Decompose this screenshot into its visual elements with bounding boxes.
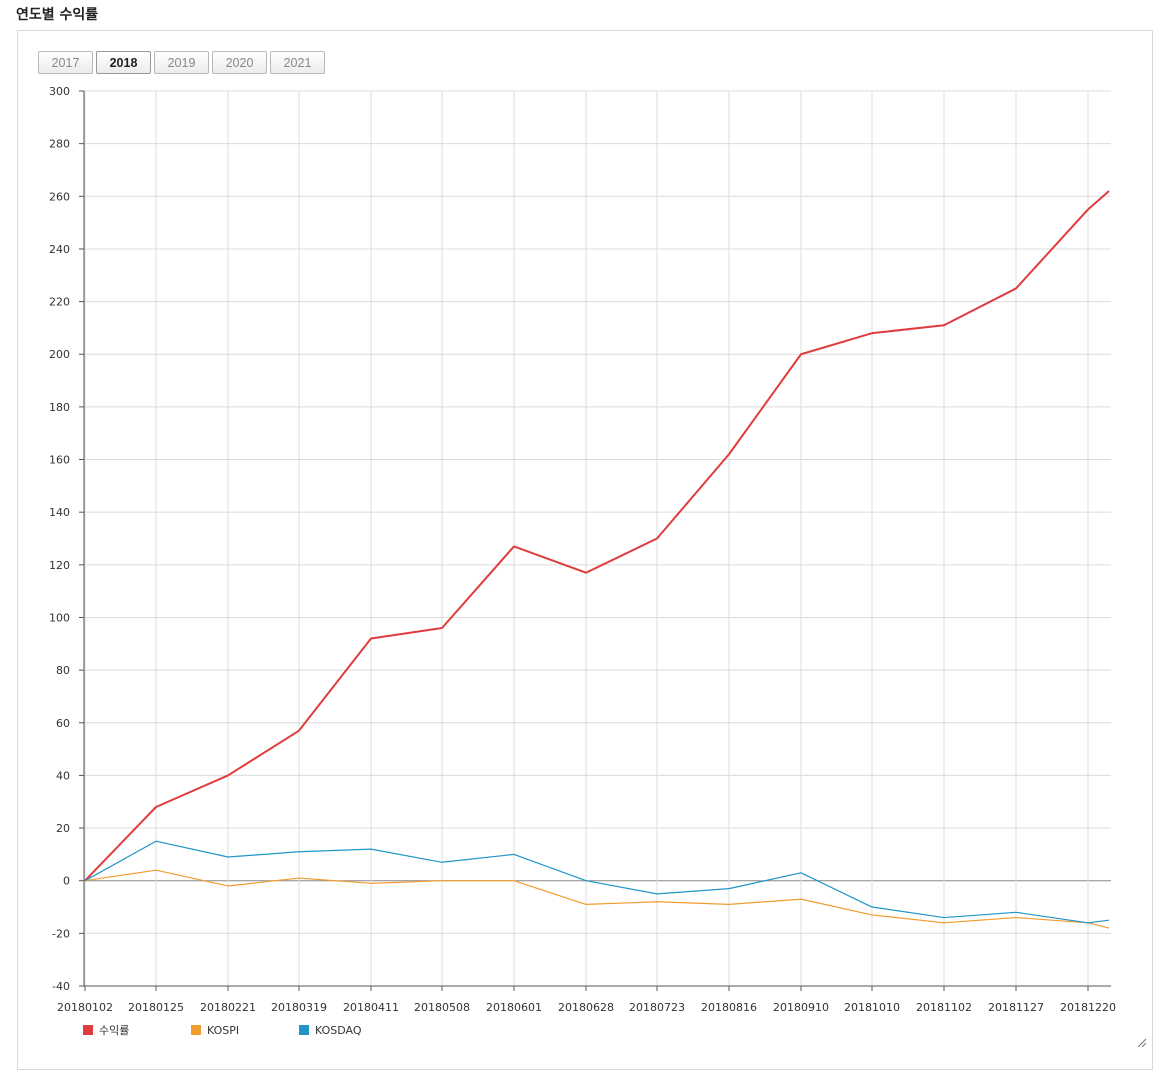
y-tick-label: 40 <box>56 769 70 782</box>
x-tick-label: 20180125 <box>128 1001 184 1014</box>
page-title: 연도별 수익률 <box>16 7 99 23</box>
legend-label: KOSDAQ <box>315 1024 362 1037</box>
x-tick-label: 20180508 <box>414 1001 470 1014</box>
y-tick-label: 260 <box>49 190 70 203</box>
resize-grip-icon[interactable] <box>1136 1037 1146 1047</box>
chart-panel: 2017 2018 2019 2020 2021 <box>17 30 1153 1070</box>
legend-swatch <box>83 1025 93 1035</box>
year-tab-2021[interactable]: 2021 <box>270 51 325 74</box>
legend-label: 수익률 <box>99 1024 129 1037</box>
x-tick-label: 20180221 <box>200 1001 256 1014</box>
series-line-return <box>84 190 1110 882</box>
y-tick-label: 20 <box>56 822 70 835</box>
x-tick-label: 20181010 <box>844 1001 900 1014</box>
x-tick-label: 20180816 <box>701 1001 757 1014</box>
y-tick-label: 60 <box>56 717 70 730</box>
y-tick-label: -20 <box>52 927 70 940</box>
y-tick-label: 280 <box>49 138 70 151</box>
x-tick-label: 20181220 <box>1060 1001 1116 1014</box>
y-tick-label: 180 <box>49 401 70 414</box>
x-tick-label: 20180601 <box>486 1001 542 1014</box>
year-tabs: 2017 2018 2019 2020 2021 <box>38 51 325 74</box>
legend-swatch <box>191 1025 201 1035</box>
x-tick-label: 20180723 <box>629 1001 685 1014</box>
legend-swatch <box>299 1025 309 1035</box>
y-tick-label: -40 <box>52 980 70 993</box>
x-tick-label: 20180628 <box>558 1001 614 1014</box>
y-tick-label: 160 <box>49 454 70 467</box>
x-tick-label: 20181102 <box>916 1001 972 1014</box>
series-line-kospi <box>84 869 1110 929</box>
year-tab-2017[interactable]: 2017 <box>38 51 93 74</box>
y-tick-label: 220 <box>49 296 70 309</box>
year-tab-2018[interactable]: 2018 <box>96 51 151 74</box>
year-tab-2020[interactable]: 2020 <box>212 51 267 74</box>
y-tick-label: 300 <box>49 85 70 98</box>
y-tick-label: 100 <box>49 611 70 624</box>
year-tab-2019[interactable]: 2019 <box>154 51 209 74</box>
y-tick-label: 120 <box>49 559 70 572</box>
x-tick-label: 20181127 <box>988 1001 1044 1014</box>
y-tick-label: 240 <box>49 243 70 256</box>
y-tick-label: 140 <box>49 506 70 519</box>
y-tick-label: 200 <box>49 348 70 361</box>
series-line-kosdaq <box>84 840 1110 924</box>
x-tick-label: 20180910 <box>773 1001 829 1014</box>
x-tick-label: 20180411 <box>343 1001 399 1014</box>
y-tick-label: 80 <box>56 664 70 677</box>
x-tick-label: 20180319 <box>271 1001 327 1014</box>
legend-label: KOSPI <box>207 1024 239 1037</box>
y-tick-label: 0 <box>63 875 70 888</box>
x-tick-label: 20180102 <box>57 1001 113 1014</box>
